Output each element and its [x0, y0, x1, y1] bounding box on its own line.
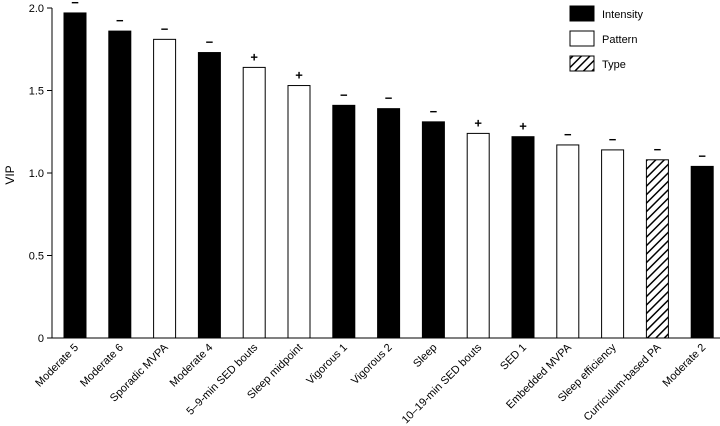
legend-swatch — [569, 5, 595, 22]
bar — [377, 108, 401, 339]
bar — [511, 136, 535, 339]
sign-label: + — [474, 115, 482, 130]
x-tick-label: Vigorous 2 — [349, 342, 395, 388]
y-tick-label: 0.5 — [29, 251, 44, 263]
bar — [466, 132, 490, 339]
sign-label: − — [206, 35, 214, 50]
x-tick-label: SED 1 — [498, 342, 529, 373]
bar — [332, 104, 356, 339]
y-tick-label: 1.0 — [29, 168, 44, 180]
legend-label: Type — [602, 59, 626, 71]
bar — [242, 66, 266, 339]
legend-label: Pattern — [602, 34, 637, 46]
bar — [197, 52, 221, 339]
sign-label: − — [71, 0, 79, 10]
sign-label: − — [698, 148, 706, 163]
sign-label: − — [430, 104, 438, 119]
legend-swatch — [569, 30, 595, 47]
y-tick-label: 1.5 — [29, 86, 44, 98]
bar — [421, 121, 445, 339]
sign-label: + — [295, 68, 303, 83]
sign-label: − — [340, 87, 348, 102]
bar — [690, 165, 714, 339]
sign-label: − — [116, 13, 124, 28]
bar — [556, 144, 580, 339]
legend: Intensity Pattern Type — [569, 5, 643, 72]
y-axis-label: VIP — [3, 165, 17, 184]
bar — [601, 149, 625, 339]
x-tick-label: Sleep — [411, 342, 439, 370]
x-tick-label: Moderate 5 — [33, 342, 81, 390]
bar — [63, 12, 87, 339]
bar — [645, 159, 669, 339]
y-tick-label: 0 — [38, 333, 44, 345]
x-tick-label: Curriculum-based PA — [582, 341, 664, 423]
bar — [153, 38, 177, 339]
sign-label: − — [564, 127, 572, 142]
x-tick-label: Moderate 6 — [78, 342, 126, 390]
x-tick-label: Moderate 4 — [168, 342, 216, 390]
x-tick-label: Vigorous 1 — [304, 342, 350, 388]
sign-label: + — [250, 49, 258, 64]
sign-label: − — [654, 142, 662, 157]
x-tick-label: 10–19-min SED bouts — [400, 341, 485, 426]
sign-label: − — [385, 91, 393, 106]
bar — [287, 85, 311, 339]
legend-label: Intensity — [602, 9, 643, 21]
sign-label: + — [519, 119, 527, 134]
x-tick-label: Moderate 2 — [660, 342, 708, 390]
sign-label: − — [609, 132, 617, 147]
sign-label: − — [161, 21, 169, 36]
legend-swatch — [569, 55, 595, 72]
bar — [108, 30, 132, 339]
y-tick-label: 2.0 — [29, 3, 44, 15]
